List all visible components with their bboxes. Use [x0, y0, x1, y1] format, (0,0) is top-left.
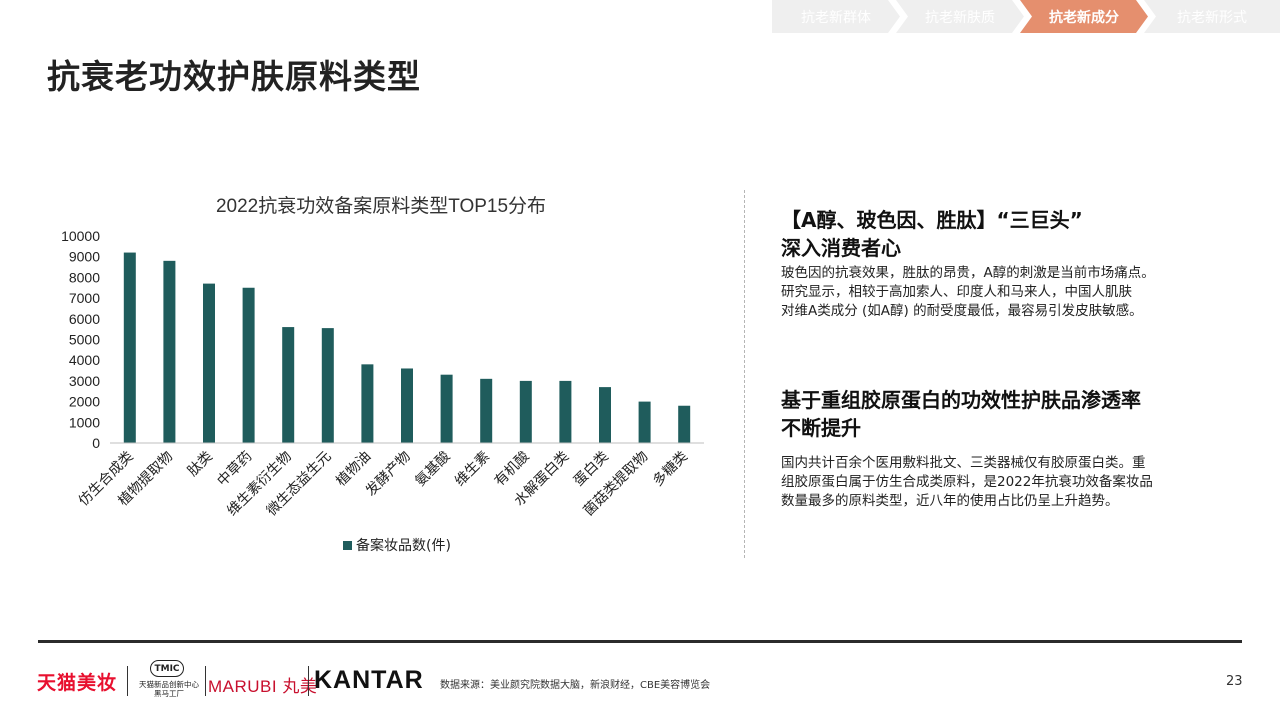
- x-tick-label: 肽类: [185, 449, 216, 480]
- tab-new-skin-type[interactable]: 抗老新肤质: [896, 0, 1024, 33]
- bar: [242, 287, 255, 443]
- tab-shape: [896, 0, 1024, 33]
- tmall-beauty-logo: 天猫美妆: [37, 672, 118, 694]
- insight-block-1: 【A醇、玻色因、胜肽】“三巨头” 深入消费者心 玻色因的抗衰效果，胜肽的昂贵，A…: [781, 206, 1231, 321]
- bar: [282, 327, 295, 443]
- data-source: 数据来源：美业颜究院数据大脑，新浪财经，CBE美容博览会: [440, 680, 711, 691]
- marubi-logo: MARUBI 丸美: [208, 677, 318, 696]
- insight-block-2: 基于重组胶原蛋白的功效性护肤品渗透率 不断提升 国内共计百余个医用敷料批文、三类…: [781, 386, 1231, 511]
- bar: [361, 364, 374, 443]
- heading-line: 深入消费者心: [781, 236, 901, 260]
- x-tick-label: 氨基酸: [412, 448, 454, 490]
- tmic-subtitle-line: 天猫新品创新中心: [139, 680, 199, 689]
- paragraph-line: 研究显示，相较于高加索人、印度人和马来人，中国人肌肤: [781, 284, 1132, 300]
- logo-separator: [127, 666, 128, 696]
- tab-label: 抗老新成分: [1049, 9, 1119, 26]
- y-tick-label: 3000: [69, 373, 100, 389]
- paragraph-line: 玻色因的抗衰效果，胜肽的昂贵，A醇的刺激是当前市场痛点。: [781, 265, 1155, 281]
- tab-shape: [1144, 0, 1280, 33]
- tmic-subtitle-line: 黑马工厂: [154, 689, 184, 698]
- x-tick-label: 维生素: [452, 449, 493, 490]
- legend-swatch: [343, 541, 352, 550]
- bars: [123, 252, 691, 443]
- heading-line: 不断提升: [781, 416, 861, 440]
- bar-chart: 2022抗衰功效备案原料类型TOP15分布 0 1000 2000 3000 4000 5…: [61, 195, 704, 554]
- bar: [559, 380, 572, 443]
- top-nav: 抗老新群体 抗老新肤质 抗老新成分 抗老新形式: [772, 0, 1280, 33]
- y-tick-label: 4000: [69, 352, 100, 368]
- bar: [480, 378, 493, 443]
- paragraph-line: 国内共计百余个医用敷料批文、三类器械仅有胶原蛋白类。重: [781, 455, 1146, 471]
- bar: [599, 387, 611, 443]
- bar: [123, 252, 136, 443]
- insight-paragraph-2: 国内共计百余个医用敷料批文、三类器械仅有胶原蛋白类。重 组胶原蛋白属于仿生合成类…: [781, 454, 1231, 511]
- bar: [638, 401, 651, 443]
- logo-separator: [205, 666, 206, 696]
- bar: [321, 328, 334, 443]
- bar: [163, 260, 176, 443]
- y-tick-label: 0: [92, 435, 100, 451]
- bar: [401, 368, 413, 443]
- vertical-divider: [744, 190, 745, 558]
- insight-heading-1: 【A醇、玻色因、胜肽】“三巨头” 深入消费者心: [781, 206, 1231, 262]
- page-title: 抗衰老功效护肤原料类型: [47, 57, 421, 96]
- tab-label: 抗老新群体: [801, 9, 871, 26]
- tab-new-form[interactable]: 抗老新形式: [1144, 0, 1280, 33]
- y-tick-label: 7000: [69, 290, 100, 306]
- y-tick-label: 5000: [69, 332, 100, 348]
- tab-shape: [772, 0, 900, 33]
- y-tick-label: 8000: [69, 269, 100, 285]
- tab-label: 抗老新形式: [1177, 9, 1247, 26]
- tab-label: 抗老新肤质: [925, 9, 995, 26]
- bar: [440, 374, 453, 443]
- tab-new-ingredient[interactable]: 抗老新成分: [1020, 0, 1148, 33]
- tab-new-population[interactable]: 抗老新群体: [772, 0, 900, 33]
- bar: [203, 283, 215, 443]
- bar: [519, 380, 532, 443]
- tab-shape: [1020, 0, 1148, 33]
- page-number: 23: [1226, 674, 1243, 689]
- chart-title: 2022抗衰功效备案原料类型TOP15分布: [216, 195, 546, 217]
- tmic-logo: TMIC 天猫新品创新中心 黑马工厂: [134, 660, 204, 704]
- y-tick-label: 9000: [69, 249, 100, 265]
- y-tick-label: 10000: [61, 228, 100, 244]
- x-tick-label: 多糖类: [649, 448, 691, 490]
- legend: 备案妆品数(件): [343, 537, 451, 554]
- y-tick-label: 6000: [69, 311, 100, 327]
- legend-label: 备案妆品数(件): [356, 537, 451, 554]
- tmic-badge: TMIC: [150, 660, 184, 677]
- logo-separator: [308, 666, 309, 696]
- y-tick-label: 2000: [69, 394, 100, 410]
- y-tick-label: 1000: [69, 414, 100, 430]
- insight-paragraph-1: 玻色因的抗衰效果，胜肽的昂贵，A醇的刺激是当前市场痛点。 研究显示，相较于高加索…: [781, 264, 1231, 321]
- paragraph-line: 数量最多的原料类型，近八年的使用占比仍呈上升趋势。: [781, 493, 1119, 509]
- y-axis: 0 1000 2000 3000 4000 5000 6000 7000 8000 9000 100…: [61, 228, 100, 451]
- paragraph-line: 组胶原蛋白属于仿生合成类原料，是2022年抗衰功效备案妆品: [781, 474, 1153, 490]
- footer-divider: [38, 640, 1242, 643]
- tmic-subtitle: 天猫新品创新中心 黑马工厂: [134, 680, 204, 698]
- insight-heading-2: 基于重组胶原蛋白的功效性护肤品渗透率 不断提升: [781, 386, 1231, 442]
- heading-line: 【A醇、玻色因、胜肽】“三巨头”: [781, 208, 1083, 232]
- bar: [678, 405, 691, 443]
- paragraph-line: 对维A类成分 (如A醇) 的耐受度最低，最容易引发皮肤敏感。: [781, 303, 1143, 319]
- kantar-logo: KANTAR: [314, 666, 424, 694]
- heading-line: 基于重组胶原蛋白的功效性护肤品渗透率: [781, 388, 1141, 412]
